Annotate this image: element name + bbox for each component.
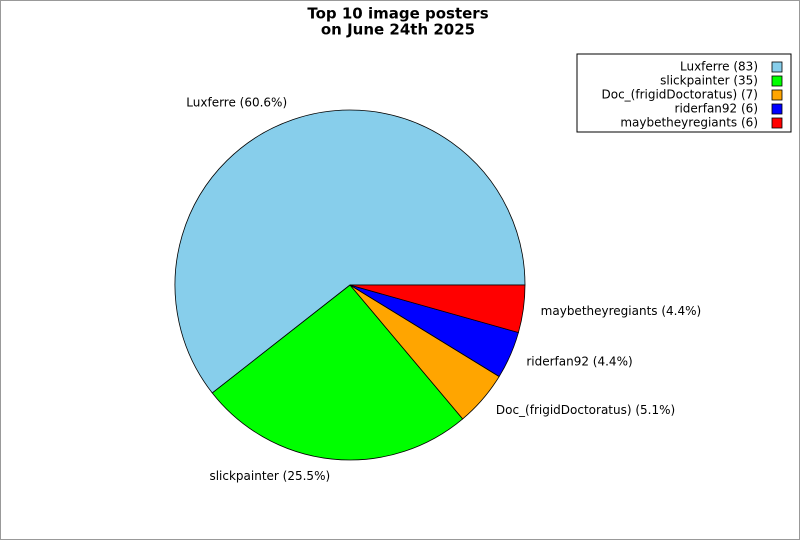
chart-title: on June 24th 2025 (321, 21, 475, 39)
legend-label: riderfan92 (6) (675, 102, 758, 116)
chart-title: Top 10 image posters (307, 5, 488, 23)
legend-swatch (771, 117, 783, 129)
legend-swatch (771, 103, 783, 115)
pie-slice (174, 109, 526, 394)
slice-label: Doc_(frigidDoctoratus) (5.1%) (496, 403, 675, 417)
legend-swatch (771, 89, 783, 101)
legend-label: maybetheyregiants (6) (620, 116, 758, 130)
legend-label: Doc_(frigidDoctoratus) (7) (602, 88, 759, 102)
slice-label: slickpainter (25.5%) (209, 469, 330, 483)
legend-label: Luxferre (83) (680, 60, 758, 74)
legend-label: slickpainter (35) (660, 74, 758, 88)
slice-label: riderfan92 (4.4%) (526, 355, 632, 369)
legend-swatch (771, 61, 783, 73)
pie-slice (349, 284, 526, 334)
legend-box (576, 53, 792, 133)
pie-slice (211, 284, 464, 461)
slice-label: maybetheyregiants (4.4%) (541, 304, 702, 318)
slice-label: Luxferre (60.6%) (186, 96, 287, 110)
legend-swatch (771, 75, 783, 87)
